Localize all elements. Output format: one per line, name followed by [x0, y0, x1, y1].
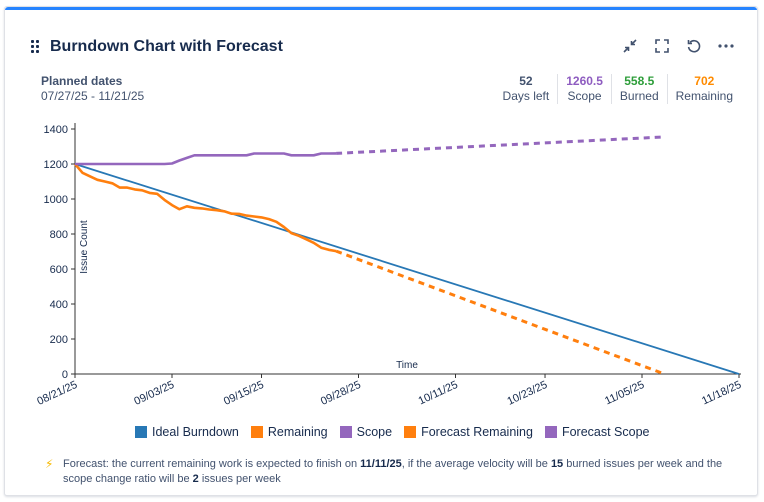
legend-label: Remaining: [267, 425, 328, 439]
refresh-icon: [687, 39, 701, 53]
series-line-ideal-burndown: [74, 163, 740, 375]
stat-value: 1260.5: [566, 74, 603, 88]
legend-swatch: [250, 426, 263, 438]
legend-item-ideal-burndown[interactable]: Ideal Burndown: [135, 425, 239, 439]
chart-legend: Ideal Burndown Remaining Scope Forecast …: [135, 425, 650, 439]
x-tick-label: 11/05/25: [603, 379, 646, 408]
forecast-scope-ratio: 2: [192, 473, 199, 485]
widget-title: Burndown Chart with Forecast: [50, 38, 283, 55]
burndown-widget: Burndown Chart with Forecast: [4, 6, 758, 496]
planned-dates-range: 07/27/25 - 11/21/25: [41, 89, 145, 103]
y-tick-label: 1200: [44, 159, 68, 171]
stat-value: 558.5: [624, 74, 655, 88]
stat-burned: 558.5 Burned: [610, 74, 667, 104]
x-tick-label: 10/11/25: [417, 379, 460, 408]
series-line-scope: [75, 152, 337, 166]
forecast-date: 11/11/25: [360, 458, 402, 470]
widget-actions: [621, 37, 735, 55]
more-button[interactable]: [717, 37, 735, 55]
stat-label: Remaining: [675, 89, 733, 103]
legend-item-scope[interactable]: Scope: [339, 425, 393, 439]
stat-label: Days left: [502, 89, 550, 103]
x-tick-label: 09/28/25: [319, 379, 363, 408]
stat-remaining: 702 Remaining: [666, 74, 741, 104]
series-line-forecast-scope: [336, 135, 665, 155]
widget-accent-bar: [5, 7, 757, 10]
series-line-remaining: [74, 163, 337, 253]
legend-swatch: [404, 426, 417, 438]
more-icon: [718, 44, 734, 48]
y-tick-label: 1000: [44, 194, 68, 206]
forecast-note: ⚡ Forecast: the current remaining work i…: [45, 457, 735, 487]
stat-scope: 1260.5 Scope: [557, 74, 611, 104]
forecast-text: Forecast: the current remaining work is …: [63, 458, 723, 485]
legend-label: Scope: [356, 425, 393, 439]
y-axis-label: Issue Count: [79, 220, 90, 274]
x-tick-label: 08/21/25: [35, 379, 79, 408]
legend-swatch: [339, 426, 352, 438]
x-axis-label: Time: [396, 360, 418, 371]
x-tick-label: 09/03/25: [132, 379, 176, 408]
legend-label: Forecast Scope: [561, 425, 650, 439]
fullscreen-icon: [655, 39, 669, 53]
forecast-velocity: 15: [550, 458, 564, 470]
stat-label: Scope: [567, 89, 602, 103]
x-tick-label: 09/15/25: [222, 379, 266, 408]
collapse-icon: [623, 39, 637, 53]
refresh-button[interactable]: [685, 37, 703, 55]
stat-days-left: 52 Days left: [495, 74, 558, 104]
collapse-button[interactable]: [621, 37, 639, 55]
x-tick-label: 11/18/25: [700, 379, 743, 408]
x-tick-label: 10/23/25: [505, 379, 549, 408]
y-tick-label: 600: [50, 264, 68, 276]
stat-value: 52: [519, 74, 533, 88]
planned-dates-label: Planned dates: [41, 74, 123, 88]
y-tick-label: 400: [50, 299, 68, 311]
fullscreen-button[interactable]: [653, 37, 671, 55]
legend-item-remaining[interactable]: Remaining: [250, 425, 328, 439]
drag-handle-icon[interactable]: [31, 40, 41, 54]
y-tick-label: 800: [50, 229, 68, 241]
y-tick-label: 1400: [44, 124, 68, 136]
stat-value: 702: [694, 74, 715, 88]
stat-label: Burned: [619, 89, 659, 103]
y-tick-label: 200: [50, 334, 68, 346]
legend-item-forecast-remaining[interactable]: Forecast Remaining: [404, 425, 533, 439]
legend-item-forecast-scope[interactable]: Forecast Scope: [544, 425, 650, 439]
legend-swatch: [544, 426, 557, 438]
legend-label: Forecast Remaining: [421, 425, 533, 439]
stats-panel: 52 Days left 1260.5 Scope 558.5 Burned 7…: [495, 74, 741, 104]
series-line-forecast-remaining: [335, 249, 665, 376]
lightning-icon: ⚡: [45, 457, 54, 471]
legend-swatch: [135, 426, 147, 438]
burndown-chart: 0 200 400 600 800 1000 1200 1400 Issue Count Time…: [35, 123, 743, 408]
y-tick-label: 0: [62, 369, 68, 381]
legend-label: Ideal Burndown: [152, 425, 239, 439]
